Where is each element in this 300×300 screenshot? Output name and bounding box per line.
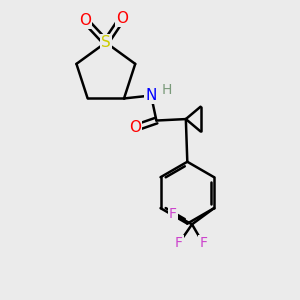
Text: N: N: [146, 88, 157, 103]
Text: S: S: [101, 35, 111, 50]
Text: O: O: [116, 11, 128, 26]
Text: F: F: [199, 236, 207, 250]
Text: O: O: [129, 120, 141, 135]
Text: O: O: [79, 13, 91, 28]
Text: H: H: [161, 83, 172, 97]
Text: F: F: [175, 236, 183, 250]
Text: F: F: [169, 207, 177, 221]
